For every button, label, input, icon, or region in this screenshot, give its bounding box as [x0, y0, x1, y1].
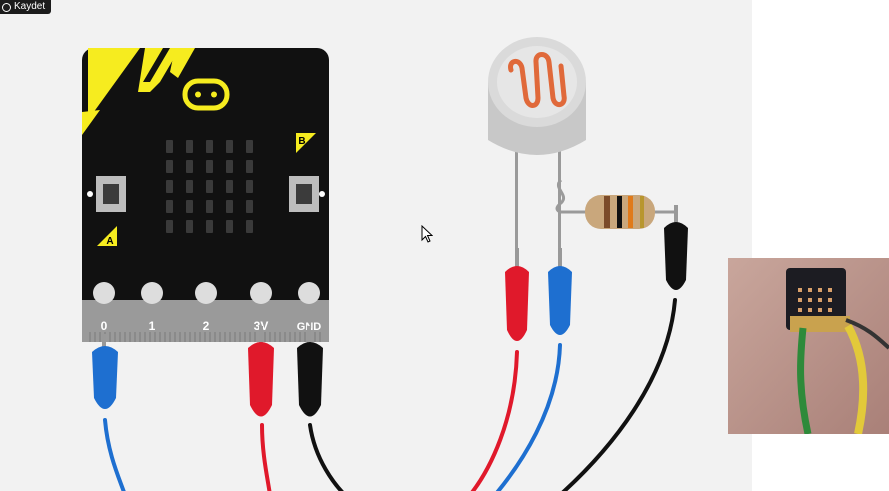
- microbit-logo[interactable]: [182, 78, 230, 111]
- wire-blue-pin0[interactable]: [103, 418, 126, 491]
- resistor-band-1: [604, 196, 610, 228]
- wire-black-resistor[interactable]: [560, 298, 677, 491]
- led-1-0: [166, 160, 173, 173]
- button-b[interactable]: [289, 176, 325, 212]
- pin-1-label: 1: [149, 319, 156, 333]
- led-2-1: [186, 180, 193, 193]
- microbit-board[interactable]: A B 0 1 2 3V GND: [82, 48, 329, 342]
- clip-red-ldr[interactable]: [505, 248, 529, 341]
- board-body: [82, 48, 329, 342]
- led-0-0: [166, 140, 173, 153]
- resistor-band-2: [617, 196, 622, 228]
- led-3-4: [246, 200, 253, 213]
- button-a-label-tag: A: [97, 226, 117, 247]
- pin-0-hole[interactable]: [93, 282, 115, 304]
- led-1-2: [206, 160, 213, 173]
- ldr-lead-left: [515, 150, 518, 260]
- led-1-1: [186, 160, 193, 173]
- led-matrix: [166, 140, 253, 233]
- recording-badge[interactable]: Kaydet: [0, 0, 52, 14]
- led-4-1: [186, 220, 193, 233]
- wire-red-ldr[interactable]: [470, 350, 519, 491]
- wire-black-gnd[interactable]: [308, 423, 345, 491]
- led-1-3: [226, 160, 233, 173]
- led-2-0: [166, 180, 173, 193]
- circuit-scene: A B 0 1 2 3V GND: [82, 37, 688, 491]
- button-a-label: A: [106, 236, 113, 247]
- led-4-3: [226, 220, 233, 233]
- clip-blue-ldr[interactable]: [548, 248, 572, 335]
- led-3-1: [186, 200, 193, 213]
- wire-red-3v[interactable]: [260, 423, 272, 491]
- resistor-band-4: [640, 196, 644, 228]
- clip-blue-pin0[interactable]: [92, 334, 118, 409]
- clip-black-resistor[interactable]: [664, 205, 688, 290]
- led-2-2: [206, 180, 213, 193]
- resistor-band-3: [628, 196, 633, 228]
- button-b-label: B: [298, 136, 305, 147]
- pin-2-hole[interactable]: [195, 282, 217, 304]
- webcam-overlay[interactable]: [728, 258, 889, 434]
- pin-2-label: 2: [203, 319, 210, 333]
- recording-label: Kaydet: [14, 1, 46, 12]
- led-1-4: [246, 160, 253, 173]
- pin-1-hole[interactable]: [141, 282, 163, 304]
- pin-0-label: 0: [101, 319, 108, 333]
- button-a[interactable]: [87, 176, 126, 212]
- photoresistor[interactable]: [488, 37, 586, 260]
- led-3-0: [166, 200, 173, 213]
- led-0-4: [246, 140, 253, 153]
- resistor[interactable]: [555, 178, 676, 229]
- led-2-3: [226, 180, 233, 193]
- led-4-2: [206, 220, 213, 233]
- mouse-cursor-icon: [421, 225, 433, 243]
- pin-gnd-hole[interactable]: [298, 282, 320, 304]
- clip-red-3v[interactable]: [248, 326, 274, 417]
- pin-3v-hole[interactable]: [250, 282, 272, 304]
- clip-black-gnd[interactable]: [297, 326, 323, 417]
- wire-blue-ldr[interactable]: [495, 343, 562, 491]
- led-0-1: [186, 140, 193, 153]
- led-3-2: [206, 200, 213, 213]
- led-0-2: [206, 140, 213, 153]
- ldr-sensor-trace: [508, 52, 567, 108]
- led-0-3: [226, 140, 233, 153]
- button-b-label-tag: B: [296, 133, 316, 153]
- led-4-0: [166, 220, 173, 233]
- led-4-4: [246, 220, 253, 233]
- webcam-feed: [728, 258, 889, 434]
- led-3-3: [226, 200, 233, 213]
- record-icon: [2, 2, 11, 12]
- led-2-4: [246, 180, 253, 193]
- board-stripe: [88, 48, 140, 120]
